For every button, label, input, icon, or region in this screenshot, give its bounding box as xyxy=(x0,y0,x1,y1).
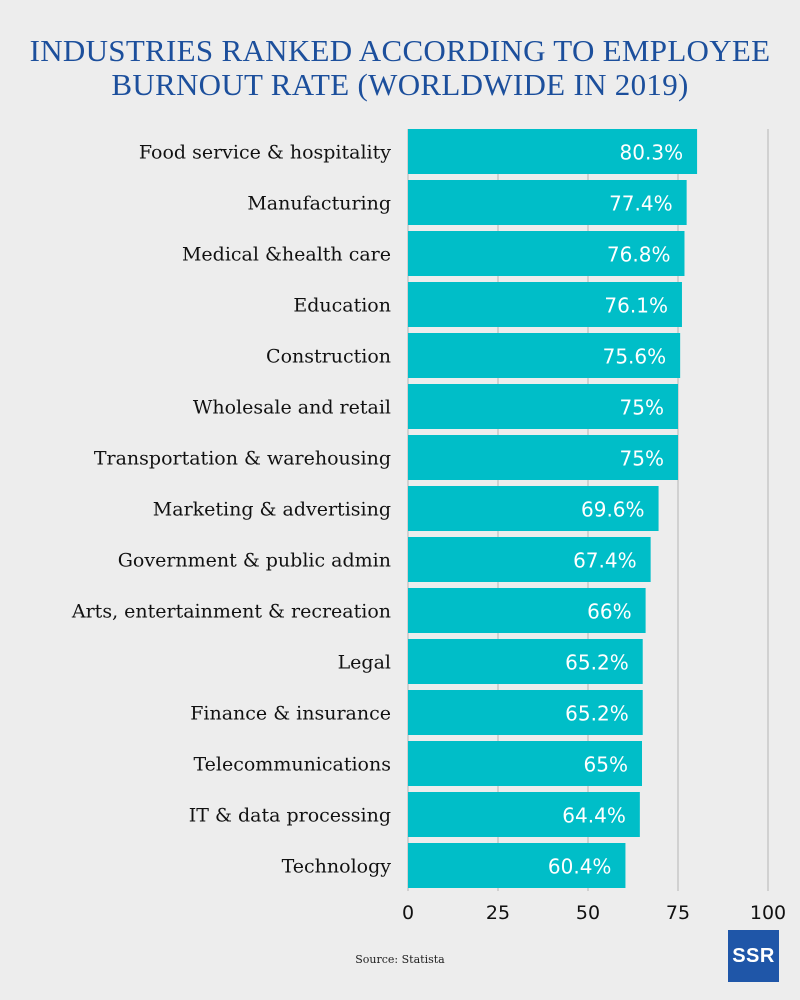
x-tick-25: 25 xyxy=(486,902,510,924)
bar-8 xyxy=(408,486,659,531)
value-label-13: 65% xyxy=(584,753,628,777)
value-label-1: 80.3% xyxy=(620,141,684,165)
category-label-5: Construction xyxy=(266,346,391,368)
value-label-2: 77.4% xyxy=(609,192,673,216)
category-label-8: Marketing & advertising xyxy=(153,499,391,521)
category-label-2: Manufacturing xyxy=(247,193,391,215)
chart-title-line-2: BURNOUT RATE (WORLDWIDE IN 2019) xyxy=(111,67,689,102)
category-label-9: Government & public admin xyxy=(118,550,391,572)
value-labels: 80.3% 77.4% 76.8% 76.1% 75.6% 75% 75% 69.6% 67.4… xyxy=(548,141,683,879)
bar-12 xyxy=(408,690,643,735)
value-label-8: 69.6% xyxy=(581,498,645,522)
category-label-6: Wholesale and retail xyxy=(193,397,391,419)
category-label-11: Legal xyxy=(338,652,391,674)
value-label-12: 65.2% xyxy=(565,702,629,726)
category-label-3: Medical &health care xyxy=(182,244,391,266)
bar-9 xyxy=(408,537,651,582)
category-labels: Food service & hospitality Manufacturing M… xyxy=(71,142,391,878)
value-label-11: 65.2% xyxy=(565,651,629,675)
category-label-10: Arts, entertainment & recreation xyxy=(71,601,391,623)
ssr-logo: SSR xyxy=(728,930,779,982)
value-label-14: 64.4% xyxy=(562,804,626,828)
value-label-10: 66% xyxy=(587,600,631,624)
bar-11 xyxy=(408,639,643,684)
chart-title-line-1: INDUSTRIES RANKED ACCORDING TO EMPLOYEE xyxy=(29,33,771,68)
source-note: Source: Statista xyxy=(355,953,445,966)
bar-14 xyxy=(408,792,640,837)
bar-13 xyxy=(408,741,642,786)
value-label-5: 75.6% xyxy=(603,345,667,369)
x-tick-100: 100 xyxy=(750,902,786,924)
value-label-6: 75% xyxy=(620,396,664,420)
category-label-13: Telecommunications xyxy=(193,754,391,776)
category-label-7: Transportation & warehousing xyxy=(94,448,391,470)
chart-title: INDUSTRIES RANKED ACCORDING TO EMPLOYEE … xyxy=(0,34,800,102)
x-tick-75: 75 xyxy=(666,902,690,924)
category-label-4: Education xyxy=(293,295,391,317)
category-label-14: IT & data processing xyxy=(189,805,391,827)
bar-7 xyxy=(408,435,678,480)
bar-2 xyxy=(408,180,687,225)
bar-15 xyxy=(408,843,626,888)
bar-6 xyxy=(408,384,678,429)
bar-5 xyxy=(408,333,681,378)
value-label-9: 67.4% xyxy=(573,549,637,573)
category-label-1: Food service & hospitality xyxy=(139,142,391,164)
value-label-15: 60.4% xyxy=(548,855,612,879)
value-label-7: 75% xyxy=(620,447,664,471)
bar-1 xyxy=(408,129,698,174)
category-label-12: Finance & insurance xyxy=(190,703,391,725)
value-label-3: 76.8% xyxy=(607,243,671,267)
bar-3 xyxy=(408,231,685,276)
x-axis-ticks: 0 25 50 75 100 xyxy=(402,902,786,924)
bar-4 xyxy=(408,282,682,327)
x-tick-50: 50 xyxy=(576,902,600,924)
value-label-4: 76.1% xyxy=(604,294,668,318)
x-tick-0: 0 xyxy=(402,902,414,924)
bar-10 xyxy=(408,588,646,633)
bars xyxy=(408,129,698,888)
category-label-15: Technology xyxy=(282,856,392,878)
